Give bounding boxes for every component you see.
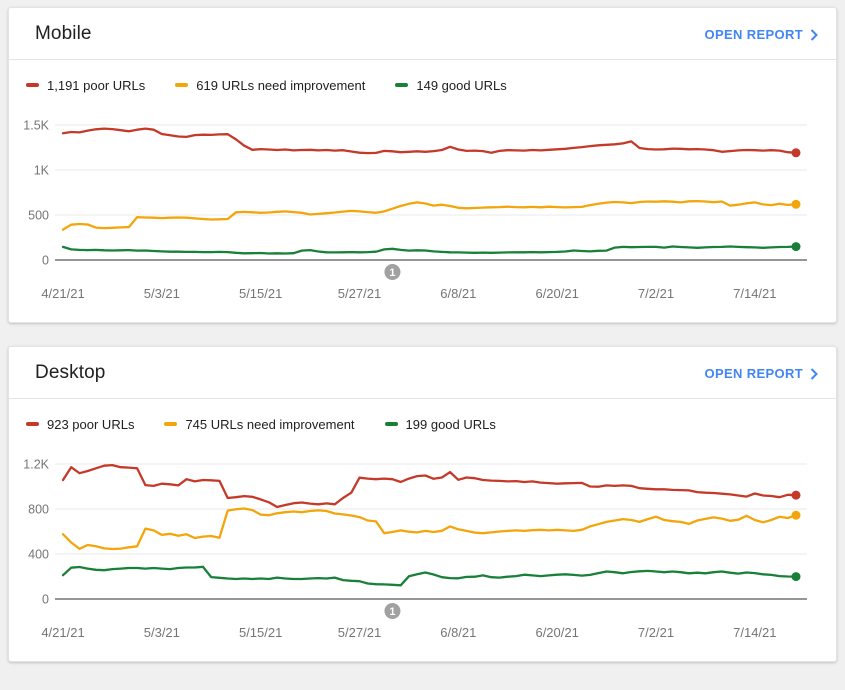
- x-tick-label: 7/14/21: [733, 625, 776, 640]
- poor-series-swatch: [26, 422, 39, 426]
- open-report-link[interactable]: OPEN REPORT: [705, 366, 818, 381]
- x-tick-label: 5/3/21: [144, 286, 180, 301]
- desktop-chart-area: 0 400 800 1.2K 4/21/21 5/3/21 5/15/21 5/27/21 6/…: [9, 447, 836, 661]
- x-tick-label: 7/14/21: [733, 286, 776, 301]
- x-tick-label: 6/20/21: [535, 286, 578, 301]
- x-tick-label: 5/15/21: [239, 625, 282, 640]
- card-title: Desktop: [35, 362, 106, 383]
- legend-item-good[interactable]: 149 good URLs: [395, 77, 507, 93]
- x-tick-label: 5/27/21: [338, 625, 381, 640]
- y-tick-label: 400: [28, 548, 49, 562]
- y-tick-label: 800: [28, 503, 49, 517]
- series-line: [61, 463, 798, 509]
- legend: 923 poor URLs 745 URLs need improvement …: [9, 399, 836, 447]
- needs-improvement-series-swatch: [175, 83, 189, 87]
- chevron-right-icon: [810, 28, 818, 41]
- y-tick-label: 1.2K: [23, 458, 49, 472]
- desktop-card: Desktop OPEN REPORT 923 poor URLs 745 UR…: [8, 346, 837, 662]
- desktop-vitals-line-chart[interactable]: 0 400 800 1.2K 4/21/21 5/3/21 5/15/21 5/27/21 6/…: [9, 447, 836, 653]
- legend-item-good[interactable]: 199 good URLs: [384, 416, 496, 432]
- legend-item-needs-improvement[interactable]: 619 URLs need improvement: [175, 78, 365, 93]
- open-report-link[interactable]: OPEN REPORT: [705, 27, 818, 42]
- legend-label: 923 poor URLs: [47, 416, 135, 432]
- legend-label: 745 URLs need improvement: [185, 416, 355, 432]
- y-tick-label: 1K: [34, 164, 50, 178]
- legend-label: 149 good URLs: [416, 77, 507, 93]
- series-end-dot: [791, 510, 801, 520]
- series-line: [61, 565, 798, 587]
- y-tick-label: 0: [42, 593, 49, 607]
- x-tick-label: 7/2/21: [638, 286, 674, 301]
- legend-label: 199 good URLs: [405, 416, 496, 432]
- desktop-card-header: Desktop OPEN REPORT: [9, 347, 836, 399]
- annotation-marker[interactable]: 1: [384, 603, 401, 619]
- series-end-dot: [791, 572, 801, 582]
- card-title: Mobile: [35, 23, 92, 44]
- series-end-dot: [791, 490, 801, 500]
- y-tick-label: 0: [42, 254, 49, 268]
- y-tick-label: 1.5K: [23, 119, 49, 133]
- svg-text:1: 1: [389, 267, 395, 279]
- open-report-label: OPEN REPORT: [704, 365, 803, 381]
- series-end-dot: [791, 199, 801, 209]
- x-tick-label: 5/27/21: [338, 286, 381, 301]
- needs-improvement-series-swatch: [164, 422, 178, 426]
- x-tick-label: 4/21/21: [41, 625, 84, 640]
- legend-item-poor[interactable]: 1,191 poor URLs: [26, 78, 145, 93]
- legend-item-poor[interactable]: 923 poor URLs: [26, 417, 134, 432]
- legend: 1,191 poor URLs 619 URLs need improvemen…: [9, 60, 836, 108]
- series-line: [61, 245, 798, 255]
- series-line: [61, 127, 798, 155]
- series-end-dot: [791, 242, 801, 252]
- mobile-card: Mobile OPEN REPORT 1,191 poor URLs 619 U…: [8, 7, 837, 323]
- chevron-right-icon: [810, 367, 818, 380]
- series-line: [61, 507, 798, 551]
- series-end-dot: [791, 148, 801, 158]
- legend-label: 1,191 poor URLs: [47, 77, 146, 93]
- x-tick-label: 6/20/21: [535, 625, 578, 640]
- x-tick-label: 6/8/21: [440, 286, 476, 301]
- legend-item-needs-improvement[interactable]: 745 URLs need improvement: [164, 416, 355, 432]
- x-tick-label: 5/15/21: [239, 286, 282, 301]
- svg-text:1: 1: [389, 606, 395, 618]
- y-tick-label: 500: [28, 209, 49, 223]
- mobile-vitals-line-chart[interactable]: 0 500 1K 1.5K 4/21/21 5/3/21 5/15/21 5/27/21 6/8…: [9, 108, 836, 314]
- series-line: [61, 199, 798, 231]
- x-tick-label: 5/3/21: [144, 625, 180, 640]
- good-series-swatch: [384, 422, 398, 426]
- x-tick-label: 4/21/21: [41, 286, 84, 301]
- legend-label: 619 URLs need improvement: [196, 77, 366, 93]
- x-tick-label: 6/8/21: [440, 625, 476, 640]
- open-report-label: OPEN REPORT: [704, 26, 803, 42]
- mobile-card-header: Mobile OPEN REPORT: [9, 8, 836, 60]
- annotation-marker[interactable]: 1: [384, 264, 401, 280]
- mobile-chart-area: 0 500 1K 1.5K 4/21/21 5/3/21 5/15/21 5/27/21 6/8…: [9, 108, 836, 322]
- poor-series-swatch: [26, 83, 39, 87]
- good-series-swatch: [395, 83, 409, 87]
- x-tick-label: 7/2/21: [638, 625, 674, 640]
